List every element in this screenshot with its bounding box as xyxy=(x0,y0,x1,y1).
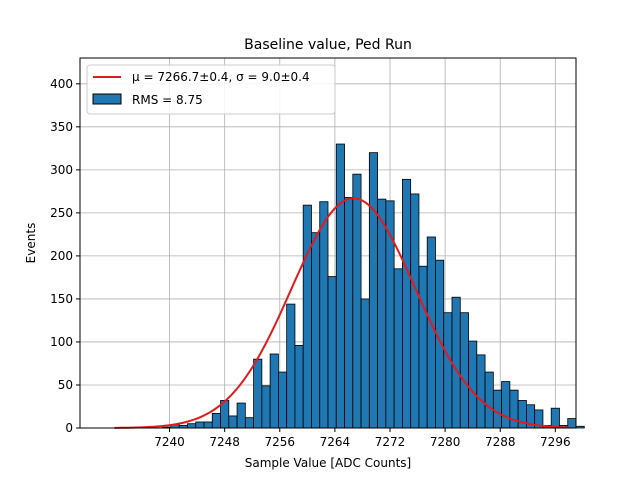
histogram-bar xyxy=(302,204,312,429)
legend-histogram-label: RMS = 8.75 xyxy=(132,93,203,107)
histogram-bar xyxy=(501,381,511,429)
histogram-bar xyxy=(368,152,379,429)
histogram-bar xyxy=(418,265,428,429)
histogram-bar xyxy=(352,173,362,429)
histogram-bar xyxy=(393,268,403,429)
histogram-bar xyxy=(211,412,221,429)
histogram-bar xyxy=(550,407,560,429)
histogram-bar xyxy=(327,276,337,429)
y-tick-label: 0 xyxy=(65,421,73,435)
x-tick-label: 7272 xyxy=(375,435,406,449)
x-tick-label: 7248 xyxy=(209,435,240,449)
y-tick-label: 350 xyxy=(50,120,73,134)
histogram-bar xyxy=(277,371,288,429)
histogram-bar xyxy=(187,423,197,429)
histogram-bar xyxy=(311,232,321,429)
histogram-bar xyxy=(319,201,329,429)
x-tick-label: 7240 xyxy=(154,435,185,449)
x-tick-label: 7288 xyxy=(485,435,516,449)
legend-fit-label: μ = 7266.7±0.4, σ = 9.0±0.4 xyxy=(132,70,310,84)
histogram-bar xyxy=(377,198,387,429)
histogram-bar xyxy=(484,371,494,429)
histogram-bar xyxy=(269,353,279,429)
y-axis-label: Events xyxy=(24,223,38,264)
histogram-bar xyxy=(286,303,296,429)
histogram-bar xyxy=(244,417,254,429)
gaussian-fit-curve xyxy=(114,197,570,429)
histogram-bar xyxy=(294,344,304,429)
x-tick-label: 7264 xyxy=(320,435,351,449)
histogram-bar xyxy=(426,236,436,429)
histogram-bar xyxy=(401,178,412,429)
y-tick-label: 400 xyxy=(50,77,73,91)
legend: μ = 7266.7±0.4, σ = 9.0±0.4 RMS = 8.75 xyxy=(86,64,336,115)
histogram-bar xyxy=(335,143,345,429)
histogram-bar xyxy=(492,389,503,429)
histogram-bar xyxy=(203,421,213,429)
y-tick-label: 100 xyxy=(50,335,73,349)
chart-title: Baseline value, Ped Run xyxy=(244,37,412,53)
histogram-bar xyxy=(459,312,469,429)
x-tick-label: 7280 xyxy=(430,435,461,449)
histogram-bar xyxy=(360,298,370,429)
histogram-bar xyxy=(410,193,420,429)
histogram-bar xyxy=(236,402,246,429)
histogram-bar xyxy=(476,354,486,429)
histogram-bar xyxy=(509,389,519,429)
x-tick-label: 7296 xyxy=(540,435,571,449)
y-tick-label: 200 xyxy=(50,249,73,263)
histogram-bar xyxy=(228,415,238,429)
x-tick-label: 7256 xyxy=(265,435,296,449)
legend-histogram-swatch xyxy=(92,93,122,105)
histogram-bar xyxy=(451,296,461,429)
fit-layer xyxy=(114,197,570,429)
histogram-bar xyxy=(443,312,453,429)
y-axis: 0 50 100 150 200 250 300 350 400 xyxy=(50,77,80,435)
y-tick-label: 50 xyxy=(58,378,73,392)
legend-box xyxy=(86,64,336,115)
y-tick-label: 250 xyxy=(50,206,73,220)
histogram-bar xyxy=(468,340,478,429)
histogram-bar xyxy=(253,358,263,429)
histogram-bar xyxy=(261,385,271,429)
plot-frame xyxy=(79,57,577,429)
x-axis: 7240 7248 7256 7264 7272 7280 7288 7296 xyxy=(154,428,571,449)
y-tick-label: 300 xyxy=(50,163,73,177)
histogram-bars xyxy=(162,143,585,429)
x-axis-label: Sample Value [ADC Counts] xyxy=(245,456,411,470)
histogram-bar xyxy=(344,196,354,429)
y-tick-label: 150 xyxy=(50,292,73,306)
histogram-bar xyxy=(195,421,205,429)
histogram-bar xyxy=(575,425,585,429)
